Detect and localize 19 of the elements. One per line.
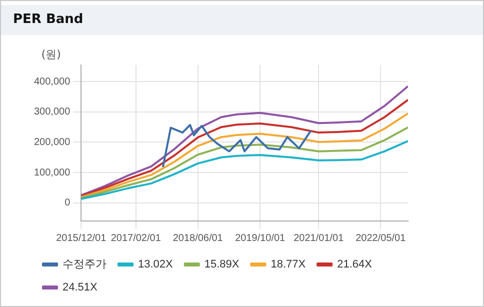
legend-label: 18.77X	[270, 258, 306, 271]
x-tick-label: 2019/10/01	[235, 232, 286, 244]
y-tick-label: 0	[64, 198, 71, 209]
x-tick-label: 2022/05/01	[356, 232, 406, 244]
x-tick-label: 2015/12/01	[56, 232, 107, 244]
legend-label: 수정주가	[62, 258, 106, 271]
y-tick-label: 300,000	[34, 106, 71, 118]
y-tick-label: 400,000	[34, 76, 71, 88]
legend-label: 15.89X	[204, 258, 240, 271]
legend-label: 24.51X	[62, 282, 98, 294]
legend-label: 13.02X	[138, 258, 174, 271]
x-tick-label: 2017/02/01	[110, 232, 162, 244]
x-tick-label: 2021/01/01	[294, 232, 344, 244]
y-axis-title: (원)	[41, 48, 61, 61]
chart-title: PER Band	[1, 5, 483, 35]
y-tick-label: 200,000	[34, 136, 71, 148]
x-tick-label: 2018/06/01	[172, 232, 224, 244]
legend-label: 21.64X	[337, 258, 373, 271]
y-tick-label: 100,000	[34, 167, 71, 178]
